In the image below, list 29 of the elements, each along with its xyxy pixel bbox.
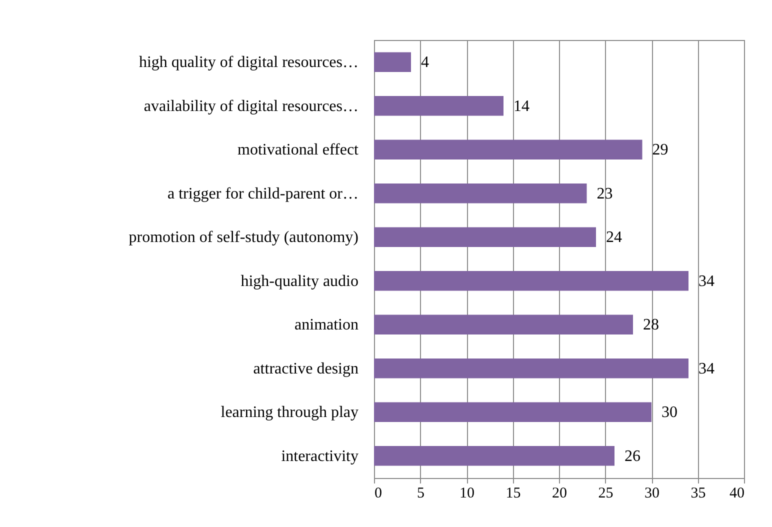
- y-tick-label: availability of digital resources…: [144, 98, 358, 115]
- x-tick-label: 5: [417, 486, 424, 502]
- x-tick-label: 10: [460, 486, 474, 502]
- data-label: 24: [606, 229, 622, 246]
- y-tick-label: high-quality audio: [240, 272, 358, 290]
- x-tick-label: 15: [506, 486, 521, 502]
- data-label: 4: [421, 54, 429, 72]
- data-label: 28: [643, 316, 659, 334]
- x-tick-label: 35: [690, 486, 706, 502]
- y-tick-label: promotion of self-study (autonomy): [128, 229, 358, 246]
- data-label: 34: [698, 360, 714, 378]
- x-tick-label: 20: [552, 486, 567, 502]
- data-label: 26: [624, 448, 640, 465]
- x-tick-label: 30: [644, 486, 660, 502]
- data-label: 23: [596, 185, 613, 202]
- y-tick-label: high quality of digital resources…: [138, 54, 358, 72]
- y-tick-label: attractive design: [253, 360, 358, 378]
- data-label: 29: [652, 142, 668, 159]
- data-label: 14: [514, 98, 530, 115]
- y-tick-label: motivational effect: [238, 142, 360, 159]
- y-tick-label: learning through play: [220, 404, 358, 422]
- data-label: 30: [662, 404, 678, 422]
- y-tick-label: animation: [294, 316, 358, 334]
- y-tick-label: interactivity: [281, 448, 358, 465]
- x-tick-label: 0: [374, 486, 382, 502]
- y-tick-label: a trigger for child-parent or…: [167, 185, 358, 202]
- x-tick-label: 25: [598, 486, 614, 502]
- data-label: 34: [698, 272, 714, 290]
- x-tick-label: 40: [730, 486, 744, 502]
